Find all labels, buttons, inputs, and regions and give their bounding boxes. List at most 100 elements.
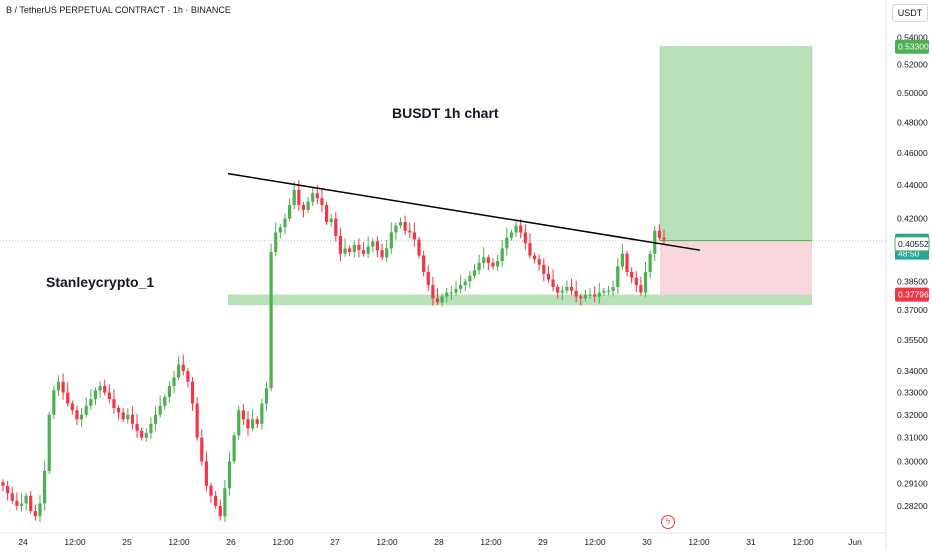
candle-body <box>551 279 555 288</box>
currency-selector[interactable]: USDT <box>892 4 928 22</box>
candle-body <box>412 232 416 240</box>
candle-body <box>482 257 486 263</box>
price-tick-label: 0.35500 <box>897 335 928 345</box>
candle-body <box>6 485 10 494</box>
candle-body <box>264 388 269 404</box>
candle-body <box>116 408 121 413</box>
candle-body <box>574 290 578 297</box>
candle-body <box>297 189 301 205</box>
candle-body <box>486 257 490 263</box>
candle-body <box>255 419 259 424</box>
candle-body <box>519 225 523 233</box>
candle-body <box>639 285 643 293</box>
price-tick-label: 0.44000 <box>897 180 928 190</box>
candle-body <box>509 232 514 238</box>
candle-body <box>602 290 606 293</box>
candle-body <box>223 488 227 517</box>
candle-body <box>130 414 135 424</box>
candle-body <box>269 251 273 389</box>
candle-body <box>209 485 213 496</box>
candle-body <box>514 225 518 233</box>
candle-body <box>315 193 319 199</box>
candle-body <box>620 253 624 267</box>
time-tick-label: 12:00 <box>64 537 86 547</box>
candle-body <box>66 392 70 404</box>
candle-body <box>84 405 88 415</box>
candle-body <box>334 218 338 236</box>
target-zone <box>659 46 813 241</box>
candle-body <box>29 495 33 512</box>
target-price-label: 0.53300 <box>898 42 929 52</box>
candle-body <box>394 225 398 233</box>
candle-body <box>324 204 329 223</box>
candle-body <box>611 287 615 291</box>
time-tick-label: 12:00 <box>480 537 502 547</box>
candle-body <box>93 390 98 400</box>
stop-price-label: 0.37796 <box>898 290 929 300</box>
price-tick-label: 0.37000 <box>897 305 928 315</box>
candle-body <box>103 386 107 393</box>
candle-body <box>56 381 61 391</box>
candle-body <box>218 505 222 517</box>
time-tick-label: 12:00 <box>168 537 190 547</box>
time-tick-label: Jun <box>848 537 862 547</box>
lightning-icon[interactable]: ϟ <box>661 515 675 529</box>
target-price-tag <box>895 39 929 54</box>
candle-body <box>630 272 634 278</box>
candle-body <box>565 287 569 291</box>
candle-body <box>126 414 130 420</box>
candle-body <box>24 495 28 504</box>
candle-body <box>278 227 282 233</box>
trendline-layer <box>227 172 701 251</box>
candle-body <box>292 189 296 205</box>
price-tick-label: 0.30000 <box>897 456 928 466</box>
time-tick-label: 30 <box>642 537 652 547</box>
candle-body <box>477 262 481 271</box>
price-tick-label: 0.28200 <box>897 501 928 511</box>
candle-body <box>144 433 148 438</box>
candle-body <box>542 264 546 274</box>
time-tick-label: 24 <box>18 537 28 547</box>
candle-body <box>491 262 495 267</box>
candle-body <box>556 287 560 293</box>
candle-body <box>463 281 467 286</box>
candle-body <box>648 253 652 273</box>
candle-body <box>445 292 449 297</box>
position-zones-layer <box>228 46 813 306</box>
support-zone <box>228 294 812 306</box>
time-tick-label: 31 <box>746 537 756 547</box>
candle-body <box>47 414 51 472</box>
candle-body <box>200 437 204 462</box>
candle-body <box>61 381 65 393</box>
candle-body <box>417 239 421 256</box>
price-tick-label: 0.31000 <box>897 433 928 443</box>
candle-body <box>172 377 176 387</box>
candle-body <box>588 294 592 296</box>
candle-body <box>643 272 648 293</box>
candle-body <box>10 493 14 501</box>
candle-body <box>306 201 310 211</box>
candle-body <box>454 288 458 293</box>
time-axis-layer: 24 12:00 25 12:00 26 12:00 27 12:00 28 12:00 29 12:… <box>0 532 886 547</box>
candle-body <box>528 243 532 256</box>
candle-body <box>320 198 324 205</box>
price-tick-label: 0.38500 <box>897 276 928 286</box>
time-tick-label: 12:00 <box>272 537 294 547</box>
entry-price-label: 0.40552 <box>898 239 929 249</box>
entry-price-border <box>894 236 930 252</box>
candle-body <box>177 364 181 378</box>
price-tick-label: 0.29100 <box>897 478 928 488</box>
price-tick-label: 0.46000 <box>897 148 928 158</box>
candle-body <box>260 403 264 424</box>
candle-body <box>569 287 574 291</box>
countdown-label: 48:50 <box>898 249 920 259</box>
candle-body <box>625 253 629 273</box>
candle-body <box>389 232 393 249</box>
candle-body <box>380 250 384 258</box>
candle-body <box>357 244 361 251</box>
candle-body <box>523 232 527 244</box>
price-tick-label: 0.54000 <box>897 32 928 42</box>
candle-body <box>181 364 185 372</box>
